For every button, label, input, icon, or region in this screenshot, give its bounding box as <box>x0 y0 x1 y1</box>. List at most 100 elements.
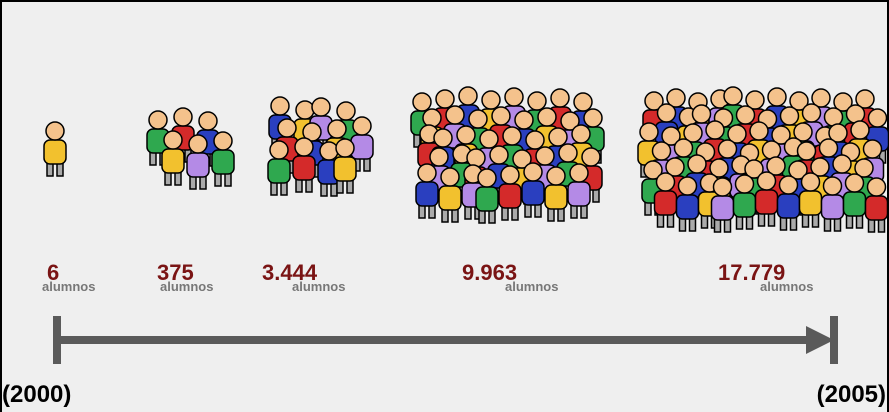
person-head <box>503 127 521 145</box>
person-head <box>658 104 676 122</box>
person-head <box>584 109 602 127</box>
person-head <box>803 104 821 122</box>
person-head <box>802 173 820 191</box>
person-head <box>582 148 600 166</box>
person-body <box>677 195 699 219</box>
person-head <box>693 105 711 123</box>
person-head <box>469 110 487 128</box>
person-head <box>780 176 798 194</box>
person-head <box>46 122 64 140</box>
person-head <box>418 164 436 182</box>
person-head <box>572 125 590 143</box>
person-body <box>734 193 756 217</box>
count-unit: alumnos <box>760 279 813 294</box>
person-head <box>149 111 167 129</box>
person-head <box>851 121 869 139</box>
person-head <box>781 107 799 125</box>
person-head <box>551 89 569 107</box>
person-head <box>736 175 754 193</box>
person-head <box>640 123 658 141</box>
person-head <box>847 105 865 123</box>
person-body <box>756 190 778 214</box>
person-head <box>825 108 843 126</box>
person-body <box>476 187 498 211</box>
person-head <box>574 93 592 111</box>
person-head <box>549 128 567 146</box>
count-unit: alumnos <box>42 279 95 294</box>
person-head <box>478 169 496 187</box>
person-head <box>868 178 886 196</box>
person-head <box>199 112 217 130</box>
person-head <box>441 168 459 186</box>
end-year: (2005) <box>817 381 886 408</box>
count-unit: alumnos <box>505 279 558 294</box>
person-head <box>570 164 588 182</box>
person-head <box>750 122 768 140</box>
person-body <box>655 191 677 215</box>
person-body <box>268 159 290 183</box>
person-head <box>505 88 523 106</box>
person-head <box>278 119 296 137</box>
person-head <box>824 177 842 195</box>
person-head <box>515 111 533 129</box>
person-head <box>174 108 192 126</box>
person-head <box>528 92 546 110</box>
person-head <box>482 91 500 109</box>
person-head <box>413 93 431 111</box>
person-body <box>499 184 521 208</box>
person-body <box>522 181 544 205</box>
person-head <box>423 109 441 127</box>
person-head <box>457 126 475 144</box>
person-body <box>416 182 438 206</box>
person-body <box>568 182 590 206</box>
person-head <box>524 163 542 181</box>
person-body <box>822 195 844 219</box>
person-body <box>778 194 800 218</box>
person-head <box>714 178 732 196</box>
person-head <box>430 148 448 166</box>
person-head <box>164 131 182 149</box>
person-body <box>162 149 184 173</box>
person-body <box>545 185 567 209</box>
person-head <box>653 142 671 160</box>
person-head <box>270 141 288 159</box>
person-head <box>296 101 314 119</box>
person-head <box>719 140 737 158</box>
person-head <box>271 97 289 115</box>
person-head <box>526 131 544 149</box>
person-body <box>866 196 888 220</box>
person-head <box>480 130 498 148</box>
person-head <box>675 139 693 157</box>
count-unit: alumnos <box>160 279 213 294</box>
person-head <box>706 121 724 139</box>
person-head <box>657 173 675 191</box>
person-head <box>763 141 781 159</box>
person-head <box>492 107 510 125</box>
person-body <box>212 150 234 174</box>
person-head <box>353 117 371 135</box>
person-head <box>758 172 776 190</box>
person-head <box>490 146 508 164</box>
person-head <box>328 120 346 138</box>
person-body <box>293 156 315 180</box>
person-head <box>459 87 477 105</box>
person-body <box>334 157 356 181</box>
person-head <box>833 155 851 173</box>
person-body <box>800 191 822 215</box>
person-body <box>712 196 734 220</box>
person-head <box>446 106 464 124</box>
person-head <box>189 135 207 153</box>
person-head <box>820 139 838 157</box>
person-head <box>846 174 864 192</box>
person-body <box>44 140 66 164</box>
person-head <box>724 87 742 105</box>
person-head <box>869 109 887 127</box>
person-head <box>434 129 452 147</box>
person-head <box>295 138 313 156</box>
person-head <box>679 177 697 195</box>
person-head <box>536 147 554 165</box>
person-head <box>559 144 577 162</box>
person-head <box>336 139 354 157</box>
person-head <box>798 142 816 160</box>
person-body <box>187 153 209 177</box>
